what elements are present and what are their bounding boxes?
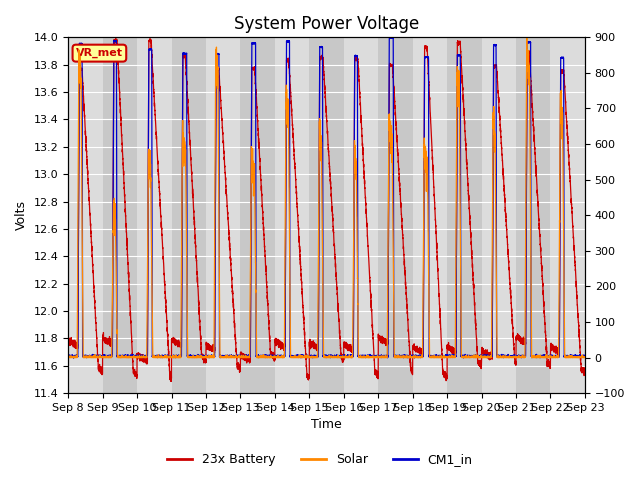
- Bar: [137, 37, 172, 393]
- Legend: 23x Battery, Solar, CM1_in: 23x Battery, Solar, CM1_in: [163, 448, 477, 471]
- Bar: [206, 37, 241, 393]
- Bar: [550, 37, 585, 393]
- Bar: [68, 37, 102, 393]
- Bar: [516, 37, 550, 393]
- Y-axis label: Volts: Volts: [15, 200, 28, 230]
- Title: System Power Voltage: System Power Voltage: [234, 15, 419, 33]
- Bar: [102, 37, 137, 393]
- Bar: [344, 37, 378, 393]
- Bar: [275, 37, 309, 393]
- Bar: [413, 37, 447, 393]
- Bar: [481, 37, 516, 393]
- X-axis label: Time: Time: [311, 419, 342, 432]
- Text: VR_met: VR_met: [76, 48, 123, 58]
- Bar: [447, 37, 481, 393]
- Bar: [172, 37, 206, 393]
- Bar: [241, 37, 275, 393]
- Bar: [378, 37, 413, 393]
- Bar: [309, 37, 344, 393]
